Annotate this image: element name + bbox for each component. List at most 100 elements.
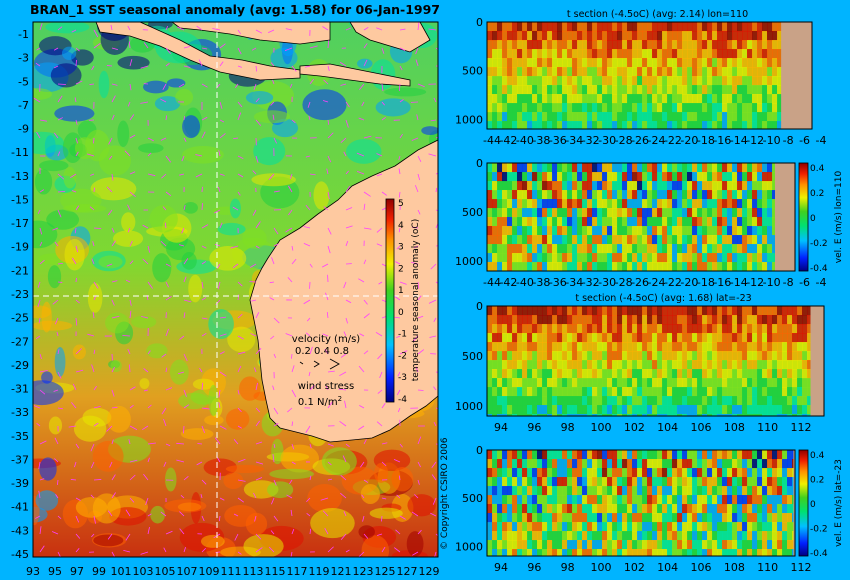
velocity-arrow bbox=[343, 281, 347, 289]
velocity-arrow bbox=[57, 26, 63, 31]
section-cell bbox=[602, 208, 608, 218]
section-cell bbox=[602, 163, 608, 173]
section-cell bbox=[677, 76, 683, 86]
section-cell bbox=[567, 226, 573, 236]
velocity-arrow bbox=[417, 83, 425, 88]
velocity-arrow bbox=[93, 349, 96, 355]
section-cell bbox=[617, 414, 623, 416]
section-cell bbox=[737, 351, 743, 361]
velocity-arrow bbox=[343, 511, 347, 517]
velocity-arrow bbox=[291, 443, 295, 450]
section-cell bbox=[712, 378, 718, 388]
section-cell bbox=[732, 181, 738, 191]
section-cell bbox=[552, 315, 558, 325]
section-cell bbox=[502, 549, 508, 556]
velocity-arrow bbox=[435, 173, 438, 175]
section-cell bbox=[732, 351, 738, 361]
section-cell bbox=[672, 85, 678, 95]
section-cell bbox=[597, 549, 603, 556]
velocity-arrow bbox=[412, 551, 419, 556]
section-cell bbox=[727, 522, 733, 532]
section-cell bbox=[747, 342, 753, 352]
section-cell bbox=[607, 459, 613, 469]
section-cell bbox=[717, 208, 723, 218]
section-cell bbox=[567, 67, 573, 77]
section-cell bbox=[507, 226, 513, 236]
section-cell bbox=[772, 513, 778, 523]
section-cell bbox=[702, 67, 708, 77]
velocity-arrow bbox=[291, 258, 297, 265]
section-cell bbox=[627, 103, 633, 113]
section-x-tick-label: 106 bbox=[691, 421, 712, 434]
section-cell bbox=[762, 163, 768, 173]
section-cell bbox=[702, 244, 708, 254]
section-cell bbox=[532, 477, 538, 487]
section-cell bbox=[522, 163, 528, 173]
section-cell bbox=[587, 351, 593, 361]
section-cell bbox=[807, 378, 813, 388]
section-cell bbox=[692, 181, 698, 191]
section-cell bbox=[682, 217, 688, 227]
velocity-arrow bbox=[39, 545, 45, 553]
velocity-arrow bbox=[219, 425, 227, 430]
section-x-tick-label: -24 bbox=[648, 276, 666, 289]
section-cell bbox=[597, 504, 603, 514]
section-cell bbox=[712, 208, 718, 218]
section-cell bbox=[517, 387, 523, 397]
section-cell bbox=[742, 306, 748, 316]
section-cell bbox=[772, 262, 778, 271]
section-cell bbox=[572, 49, 578, 59]
section-cell bbox=[562, 190, 568, 200]
section-cell bbox=[617, 58, 623, 68]
anomaly-blob bbox=[45, 22, 90, 34]
section-cell bbox=[552, 58, 558, 68]
section-cell bbox=[687, 486, 693, 496]
section-cell bbox=[527, 477, 533, 487]
section-cell bbox=[487, 351, 493, 361]
section-cell bbox=[592, 522, 598, 532]
section-cell bbox=[527, 396, 533, 406]
section-cell bbox=[607, 244, 613, 254]
section-cell bbox=[612, 450, 618, 460]
section-cell bbox=[782, 531, 788, 541]
section-cell bbox=[762, 342, 768, 352]
velocity-arrow bbox=[128, 41, 131, 49]
section-cell bbox=[632, 67, 638, 77]
section-cell bbox=[702, 31, 708, 41]
section-cell bbox=[777, 360, 783, 370]
section-cell bbox=[527, 253, 533, 263]
section-cell bbox=[497, 540, 503, 550]
section-cell bbox=[502, 315, 508, 325]
section-cell bbox=[592, 103, 598, 113]
velocity-colorbar-tick-label: 0.4 bbox=[810, 164, 825, 174]
section-cell bbox=[707, 262, 713, 271]
anomaly-blob bbox=[310, 507, 355, 539]
section-cell bbox=[697, 306, 703, 316]
section-cell bbox=[577, 217, 583, 227]
section-cell bbox=[652, 244, 658, 254]
map-y-tick-label: -43 bbox=[11, 524, 29, 537]
section-cell bbox=[587, 181, 593, 191]
velocity-arrow bbox=[326, 168, 329, 175]
section-cell bbox=[722, 459, 728, 469]
section-cell bbox=[617, 76, 623, 86]
section-cell bbox=[627, 262, 633, 271]
section-cell bbox=[512, 459, 518, 469]
section-cell bbox=[582, 315, 588, 325]
map-x-tick-label: 121 bbox=[331, 565, 352, 578]
section-cell bbox=[627, 22, 633, 32]
section-cell bbox=[762, 40, 768, 50]
section-cell bbox=[757, 67, 763, 77]
section-cell bbox=[572, 67, 578, 77]
section-cell bbox=[677, 396, 683, 406]
section-cell bbox=[752, 40, 758, 50]
velocity-arrow bbox=[324, 527, 329, 535]
section-cell bbox=[597, 76, 603, 86]
section-cell bbox=[752, 459, 758, 469]
velocity-arrow bbox=[253, 492, 257, 499]
section-cell bbox=[807, 360, 813, 370]
section-cell bbox=[627, 459, 633, 469]
anomaly-blob bbox=[150, 505, 165, 524]
velocity-arrow bbox=[92, 241, 95, 247]
velocity-arrow bbox=[39, 119, 47, 122]
